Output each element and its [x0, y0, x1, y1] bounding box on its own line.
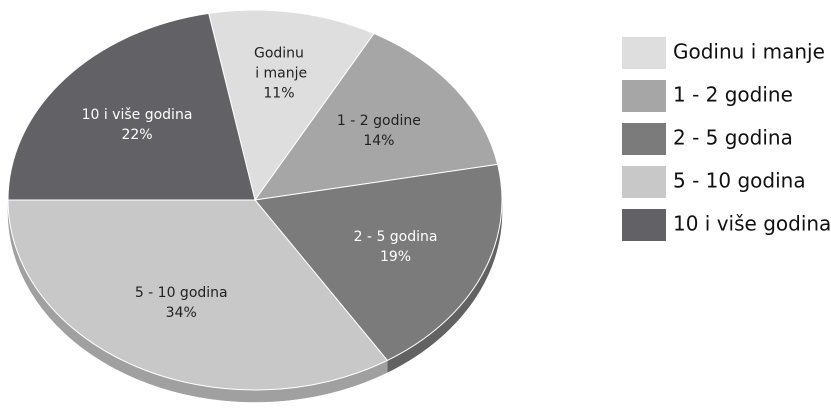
- legend-swatch: [622, 166, 666, 198]
- legend-swatch: [622, 80, 666, 112]
- legend-swatch: [622, 37, 666, 69]
- legend-label: Godinu i manje: [673, 40, 825, 64]
- legend-label: 5 - 10 godina: [673, 169, 806, 193]
- slice-value-label: 11%: [263, 86, 294, 102]
- legend-label: 1 - 2 godine: [673, 83, 793, 107]
- slice: [254, 163, 503, 362]
- slice-value-label: 14%: [363, 133, 394, 149]
- slice: [253, 32, 499, 201]
- slice-label: 1 - 2 godine: [337, 113, 421, 129]
- legend-swatch: [622, 209, 666, 241]
- slice-value-label: 22%: [121, 127, 152, 143]
- slice-value-label: 34%: [166, 305, 197, 321]
- slice-label: 10 i više godina: [82, 107, 193, 123]
- slice: [7, 199, 389, 391]
- legend-swatch: [622, 123, 666, 155]
- slice: [208, 9, 375, 202]
- slice-value-label: 19%: [380, 249, 411, 265]
- slice: [7, 12, 256, 201]
- slice-label: 5 - 10 godina: [135, 285, 228, 301]
- slice-label: 2 - 5 godina: [354, 229, 438, 245]
- legend-label: 10 i više godina: [673, 212, 831, 236]
- slice-label: Godinu i manje: [251, 46, 307, 82]
- legend-label: 2 - 5 godina: [673, 126, 793, 150]
